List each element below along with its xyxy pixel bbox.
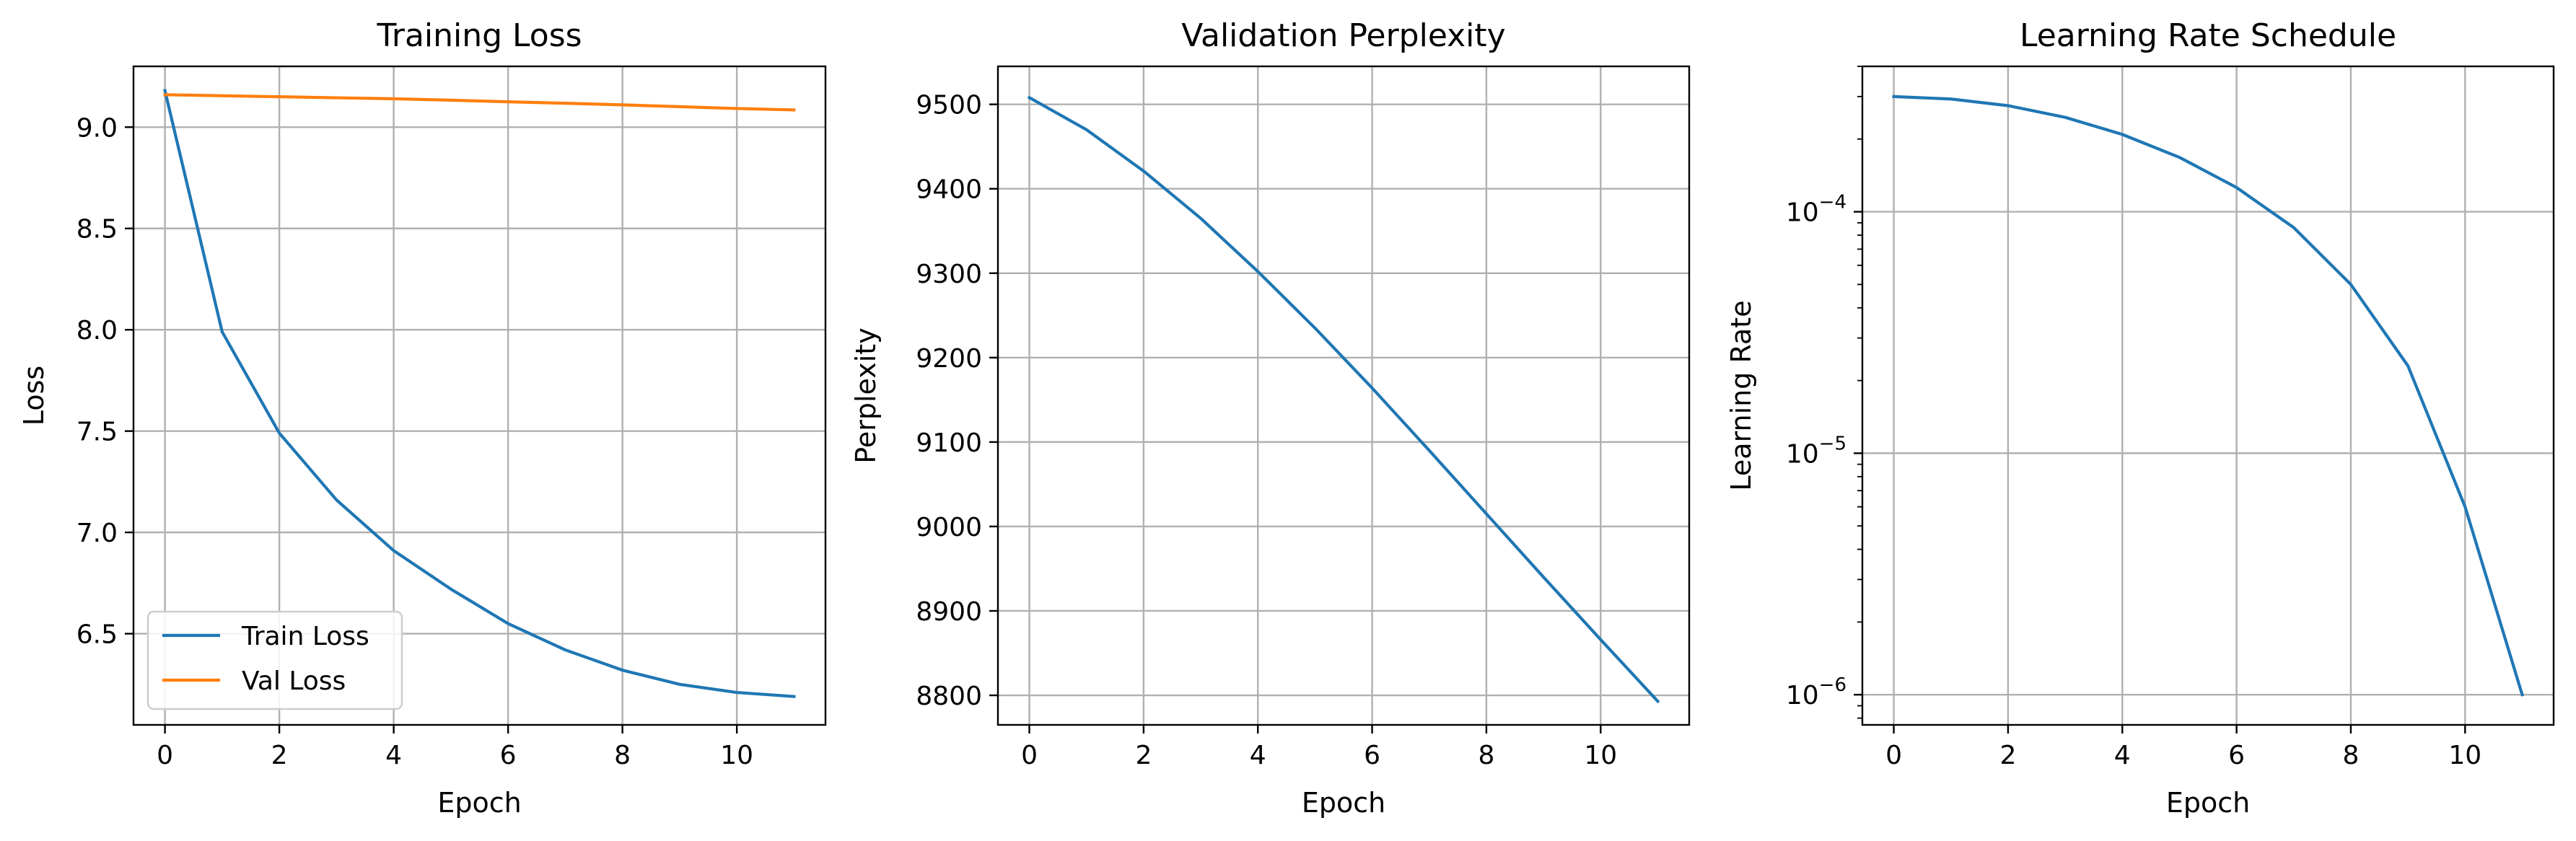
loss-ytick-label: 7.5 bbox=[76, 418, 118, 447]
perplexity-ytick-label: 9100 bbox=[916, 428, 982, 458]
loss-ytick-label: 6.5 bbox=[76, 620, 118, 650]
loss-axes-frame bbox=[132, 65, 827, 726]
lr-xtick-label: 2 bbox=[1999, 741, 2016, 770]
lr-ytick-label: 10−6 bbox=[1786, 674, 1846, 710]
perplexity-ytick-label: 9400 bbox=[916, 175, 982, 205]
perplexity-ytick-label: 8800 bbox=[916, 682, 982, 711]
lr-panel: 0 2 4 6 8 10 10−6 10−5 10−4 Learning Rate Schedul… bbox=[1725, 17, 2555, 819]
perplexity-axes-frame bbox=[996, 65, 1691, 726]
loss-ytick-label: 9.0 bbox=[76, 113, 118, 143]
lr-chart-title: Learning Rate Schedule bbox=[2020, 17, 2396, 54]
loss-xtick-label: 10 bbox=[720, 741, 753, 770]
lr-xtick-label: 0 bbox=[1885, 741, 1902, 770]
lr-ytick-label: 10−4 bbox=[1786, 192, 1846, 228]
loss-xtick-label: 0 bbox=[157, 741, 173, 770]
perplexity-line-series-0 bbox=[1027, 95, 1660, 704]
lr-xtick-label: 10 bbox=[2448, 741, 2481, 770]
perplexity-panel: 0 2 4 6 8 10 8800 8900 9000 9100 9200 9300 9400 9500 V… bbox=[850, 17, 1691, 819]
perplexity-ytick-label: 9500 bbox=[916, 91, 982, 120]
perplexity-x-axis-label: Epoch bbox=[1302, 787, 1385, 819]
lr-y-axis-label: Learning Rate bbox=[1725, 300, 1757, 490]
loss-ytick-label: 7.0 bbox=[76, 519, 118, 548]
lr-xtick-label: 6 bbox=[2228, 741, 2245, 770]
lr-ytick-label: 10−5 bbox=[1786, 433, 1846, 469]
loss-xtick-label: 4 bbox=[385, 741, 402, 770]
loss-ytick-label: 8.0 bbox=[76, 316, 118, 345]
loss-ytick-label: 8.5 bbox=[76, 215, 118, 245]
loss-line-val-loss bbox=[163, 93, 796, 112]
lr-xtick-label: 4 bbox=[2114, 741, 2131, 770]
perplexity-y-axis-label: Perplexity bbox=[850, 327, 882, 463]
lr-xtick-label: 8 bbox=[2342, 741, 2359, 770]
loss-line-train-loss bbox=[163, 89, 796, 698]
loss-chart-title: Training Loss bbox=[376, 17, 582, 54]
loss-panel: 0 2 4 6 8 10 6.5 7.0 7.5 8.0 8.5 9.0 Training Loss Ep… bbox=[18, 17, 827, 819]
perplexity-xtick-label: 2 bbox=[1135, 741, 1152, 770]
legend-label-val-loss: Val Loss bbox=[242, 666, 346, 696]
lr-x-axis-label: Epoch bbox=[2166, 787, 2250, 819]
perplexity-xtick-label: 10 bbox=[1584, 741, 1617, 770]
perplexity-xtick-label: 4 bbox=[1250, 741, 1266, 770]
perplexity-xtick-label: 6 bbox=[1364, 741, 1380, 770]
legend-label-train-loss: Train Loss bbox=[241, 622, 369, 651]
lr-line-series-0 bbox=[1892, 94, 2525, 697]
perplexity-xtick-label: 8 bbox=[1478, 741, 1494, 770]
lr-axes-frame bbox=[1861, 65, 2555, 726]
loss-x-axis-label: Epoch bbox=[437, 787, 521, 819]
perplexity-ytick-label: 9000 bbox=[916, 513, 982, 542]
loss-legend: Train Loss Val Loss bbox=[146, 610, 403, 710]
perplexity-ytick-label: 9200 bbox=[916, 344, 982, 374]
loss-xtick-label: 8 bbox=[614, 741, 631, 770]
loss-xtick-label: 2 bbox=[271, 741, 288, 770]
perplexity-xtick-label: 0 bbox=[1021, 741, 1038, 770]
perplexity-chart-title: Validation Perplexity bbox=[1181, 17, 1505, 54]
perplexity-ytick-label: 9300 bbox=[916, 260, 982, 289]
loss-y-axis-label: Loss bbox=[18, 366, 50, 426]
perplexity-ytick-label: 8900 bbox=[916, 597, 982, 627]
loss-xtick-label: 6 bbox=[500, 741, 517, 770]
